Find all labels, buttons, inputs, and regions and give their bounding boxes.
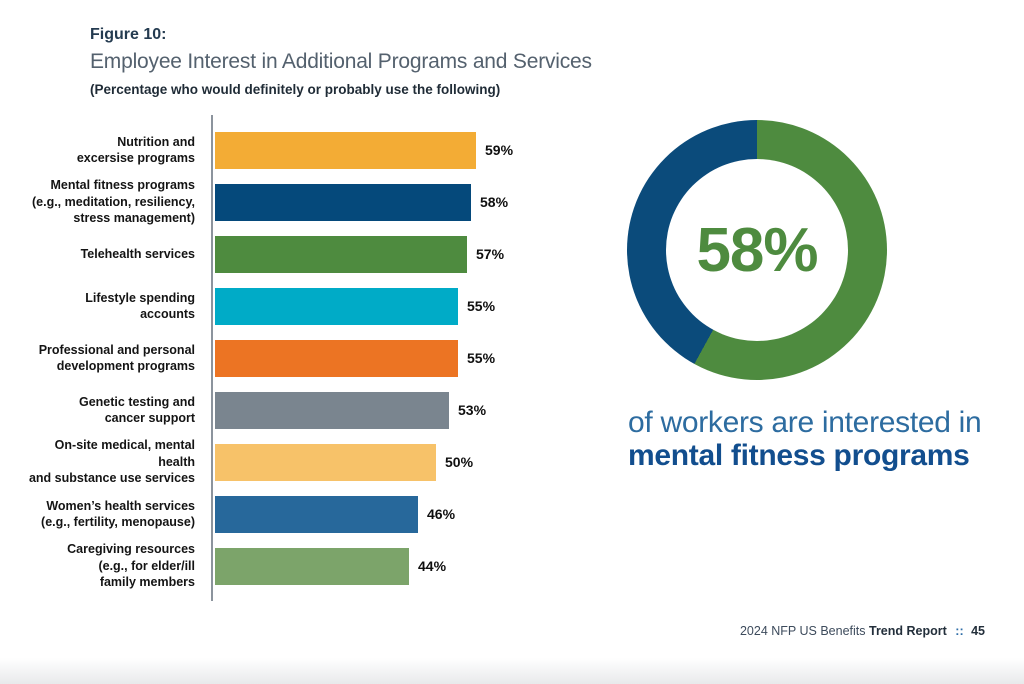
bar-row: Telehealth services 57%	[20, 228, 513, 280]
page-footer: 2024 NFP US Benefits Trend Report :: 45	[740, 624, 985, 638]
bar-track: 55%	[215, 339, 496, 377]
category-label: Genetic testing and cancer support	[79, 394, 195, 426]
bar-row: Caregiving resources (e.g., for elder/il…	[20, 540, 513, 592]
value-label: 55%	[467, 350, 496, 366]
bar	[215, 339, 458, 377]
figure-title: Employee Interest in Additional Programs…	[90, 50, 592, 73]
bar-track: 58%	[215, 183, 509, 221]
bar-track: 57%	[215, 235, 505, 273]
figure-header: Figure 10: Employee Interest in Addition…	[90, 25, 592, 99]
footer-report-name: 2024 NFP US Benefits	[739, 624, 866, 638]
bar-track: 55%	[215, 287, 496, 325]
bar-chart-axis	[211, 115, 213, 601]
bar-track: 50%	[215, 443, 474, 481]
category-label: Nutrition and excersise programs	[76, 134, 195, 166]
bar-track: 46%	[215, 495, 456, 533]
bar	[215, 495, 418, 533]
value-label: 53%	[458, 402, 487, 418]
donut-center-value: 58%	[696, 215, 818, 285]
value-label: 59%	[485, 142, 514, 158]
footer-page-number: 45	[971, 624, 985, 638]
donut-caption: of workers are interested in mental fitn…	[628, 406, 1008, 473]
donut-caption-line2: mental fitness programs	[628, 439, 970, 472]
bar-track: 44%	[215, 547, 447, 585]
bar	[215, 131, 476, 169]
donut-hole: 58%	[666, 159, 848, 341]
value-label: 50%	[445, 454, 474, 470]
bar	[215, 443, 436, 481]
category-label: Caregiving resources (e.g., for elder/il…	[67, 542, 195, 590]
bar-row: Mental fitness programs (e.g., meditatio…	[20, 176, 513, 228]
bar	[215, 183, 471, 221]
category-label: Mental fitness programs (e.g., meditatio…	[31, 178, 195, 226]
bar	[215, 547, 409, 585]
footer-report-bold: Trend Report	[869, 624, 947, 638]
footer-separator: ::	[955, 624, 964, 638]
category-label: On-site medical, mental health and subst…	[28, 438, 195, 486]
bar-row: Lifestyle spending accounts 55%	[20, 280, 513, 332]
bar-row: Women’s health services (e.g., fertility…	[20, 488, 513, 540]
bar-row: Nutrition and excersise programs 59%	[20, 124, 513, 176]
bar	[215, 287, 458, 325]
value-label: 44%	[418, 558, 447, 574]
bar-track: 59%	[215, 131, 514, 169]
figure-subtitle: (Percentage who would definitely or prob…	[90, 82, 501, 97]
bar	[215, 235, 467, 273]
value-label: 55%	[467, 298, 496, 314]
bar	[215, 391, 449, 429]
bar-track: 53%	[215, 391, 487, 429]
bar-chart: Nutrition and excersise programs 59% Menta…	[20, 124, 513, 592]
value-label: 58%	[480, 194, 509, 210]
bar-row: On-site medical, mental health and subst…	[20, 436, 513, 488]
value-label: 57%	[476, 246, 505, 262]
value-label: 46%	[427, 506, 456, 522]
page-bottom-fade	[0, 658, 1024, 684]
donut-chart: 58%	[627, 120, 887, 380]
category-label: Women’s health services (e.g., fertility…	[41, 498, 195, 530]
bar-row: Genetic testing and cancer support 53%	[20, 384, 513, 436]
figure-number: Figure 10:	[90, 26, 167, 43]
donut-caption-line1: of workers are interested in	[628, 406, 982, 439]
bar-row: Professional and personal development pr…	[20, 332, 513, 384]
category-label: Lifestyle spending accounts	[85, 290, 195, 322]
category-label: Telehealth services	[80, 246, 195, 261]
category-label: Professional and personal development pr…	[38, 342, 195, 374]
